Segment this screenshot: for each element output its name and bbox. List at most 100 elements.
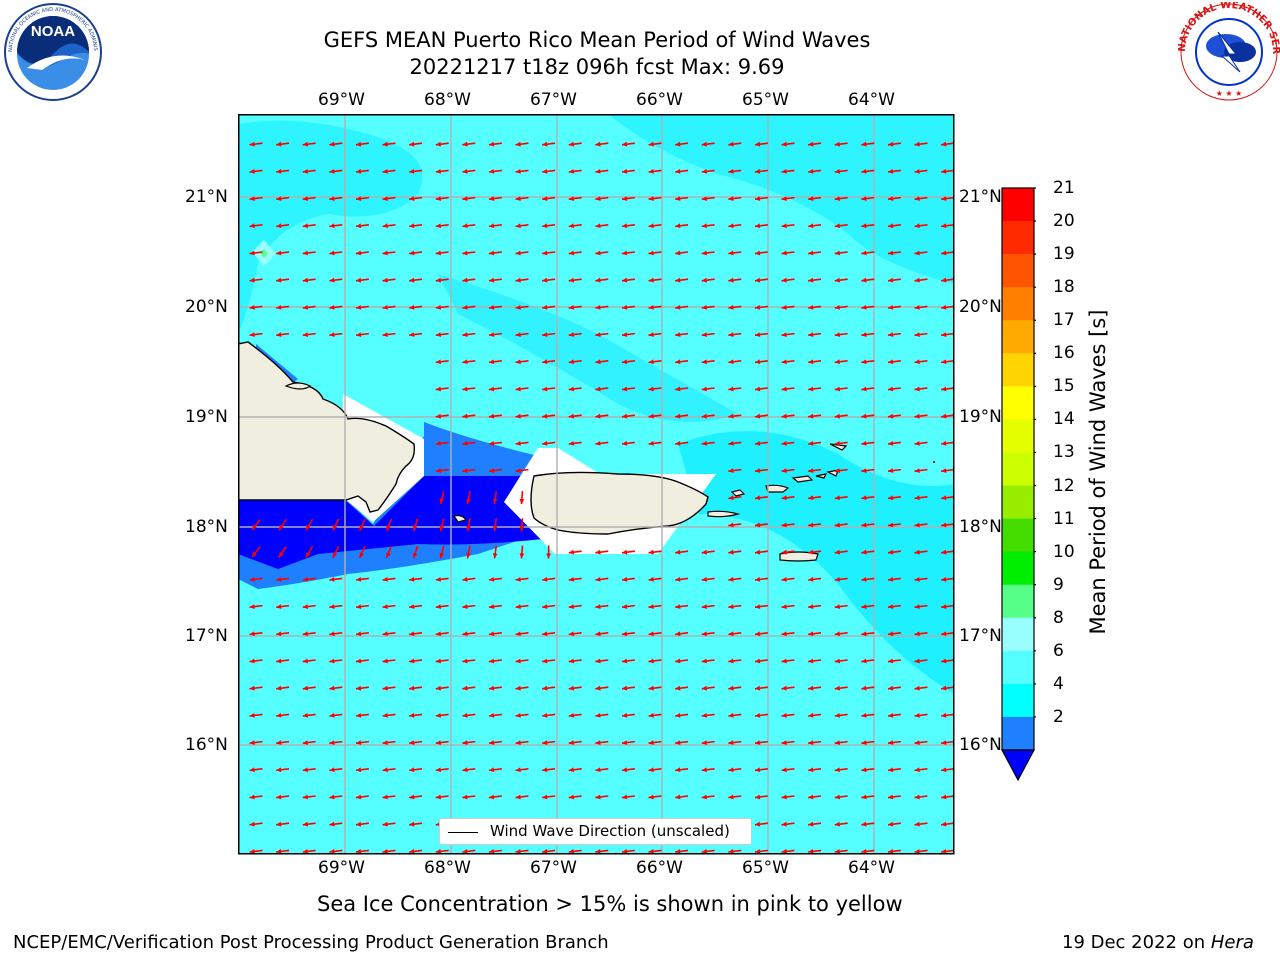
wind-wave-arrow xyxy=(834,631,848,637)
wind-wave-arrow xyxy=(462,305,476,310)
wind-wave-arrow xyxy=(621,685,635,691)
colorbar-level-label: 10 xyxy=(1053,541,1075,562)
wind-wave-arrow xyxy=(701,577,715,582)
map-frame xyxy=(238,114,955,855)
wind-wave-arrow xyxy=(648,277,662,283)
wind-wave-arrow xyxy=(488,849,502,854)
wind-wave-arrow xyxy=(781,277,795,283)
wind-wave-arrow xyxy=(941,169,954,174)
wind-wave-arrow xyxy=(542,441,556,446)
wind-wave-arrow xyxy=(382,169,396,174)
wind-wave-arrow xyxy=(329,305,343,310)
wind-wave-arrow xyxy=(887,740,901,745)
wind-wave-arrow xyxy=(276,740,290,745)
lat-label-right-20n: 20°N xyxy=(959,297,1002,317)
wind-wave-arrow xyxy=(276,604,290,609)
colorbar-swatch xyxy=(1002,320,1034,354)
wind-wave-arrow xyxy=(568,658,582,664)
wind-wave-arrow xyxy=(887,250,901,256)
wind-wave-arrow xyxy=(781,821,795,827)
wind-wave-arrow xyxy=(808,740,822,745)
wind-wave-arrow xyxy=(781,740,795,745)
wind-wave-arrow xyxy=(462,685,476,691)
wind-wave-arrow xyxy=(382,604,396,609)
wind-wave-arrow xyxy=(542,685,556,691)
wind-wave-arrow xyxy=(515,250,529,256)
wind-wave-arrow xyxy=(466,491,471,505)
wind-wave-arrow xyxy=(249,658,263,664)
wind-wave-arrow xyxy=(332,518,340,531)
wind-wave-arrow xyxy=(754,794,768,800)
wind-wave-arrow xyxy=(542,713,556,718)
wind-wave-arrow xyxy=(542,658,556,664)
wind-wave-arrow xyxy=(754,441,768,446)
nws-logo: NATIONAL WEATHER SERVICE ★ ★ ★ xyxy=(1178,2,1280,101)
wind-wave-arrow xyxy=(302,631,316,637)
wind-wave-arrow xyxy=(621,169,635,174)
wind-wave-arrow xyxy=(887,821,901,827)
wind-wave-arrow xyxy=(675,767,689,773)
wind-wave-arrow xyxy=(595,141,609,147)
wind-wave-arrow xyxy=(435,332,449,337)
wind-wave-arrow xyxy=(701,441,715,446)
wind-wave-arrow xyxy=(595,250,609,256)
wind-wave-arrow xyxy=(542,794,556,800)
wind-wave-arrow xyxy=(462,141,476,147)
wind-wave-arrow xyxy=(276,849,290,854)
wind-wave-arrow xyxy=(382,685,396,691)
wind-wave-arrow xyxy=(488,604,502,609)
wind-wave-arrow xyxy=(781,495,795,501)
wind-wave-arrow xyxy=(941,740,954,745)
colorbar-title: Mean Period of Wind Waves [s] xyxy=(1086,309,1110,635)
wind-wave-arrow xyxy=(568,631,582,637)
lon-label-top-66w: 66°W xyxy=(636,90,683,110)
wind-wave-arrow xyxy=(754,522,768,528)
wind-wave-arrow xyxy=(488,794,502,800)
wind-wave-arrow xyxy=(435,305,449,310)
wind-wave-arrow xyxy=(621,740,635,745)
wind-wave-arrow xyxy=(648,169,662,174)
wind-wave-arrow xyxy=(701,196,715,201)
wind-wave-arrow xyxy=(621,631,635,637)
wind-wave-arrow xyxy=(914,468,928,473)
wind-wave-arrow xyxy=(515,196,529,201)
wind-wave-arrow xyxy=(701,169,715,174)
culebra-island xyxy=(730,489,746,497)
colorbar-level-label: 20 xyxy=(1053,211,1075,232)
wind-wave-arrow xyxy=(621,577,635,582)
wind-wave-arrow xyxy=(675,223,689,229)
colorbar-level-label: 21 xyxy=(1053,178,1075,198)
wind-wave-arrow xyxy=(648,305,662,310)
wind-wave-arrow xyxy=(621,196,635,201)
wind-wave-arrow xyxy=(728,250,742,256)
chart-subtitle: 20221217 t18z 096h fcst Max: 9.69 xyxy=(409,55,785,79)
wind-wave-arrow xyxy=(941,522,954,528)
wind-wave-arrow xyxy=(515,223,529,229)
wind-wave-arrow xyxy=(488,305,502,310)
colorbar-level-label: 15 xyxy=(1053,376,1075,397)
wind-wave-arrow xyxy=(808,468,822,473)
wind-wave-arrow xyxy=(808,549,822,555)
wind-wave-arrow xyxy=(887,468,901,473)
wind-wave-arrow xyxy=(302,794,316,800)
wind-wave-arrow xyxy=(675,386,689,392)
wind-wave-arrow xyxy=(249,767,263,773)
wind-wave-arrow xyxy=(941,495,954,501)
wind-wave-arrow xyxy=(914,849,928,854)
wind-wave-arrow xyxy=(409,821,423,827)
wind-wave-arrow xyxy=(914,549,928,555)
wind-wave-arrow xyxy=(435,794,449,800)
wind-wave-arrow xyxy=(861,522,875,528)
puerto-rico-land xyxy=(530,471,709,535)
wind-wave-arrow xyxy=(675,413,689,419)
wind-wave-arrow xyxy=(595,794,609,800)
wind-wave-arrow xyxy=(701,413,715,419)
wind-wave-arrow xyxy=(834,767,848,773)
wind-wave-arrow xyxy=(515,468,529,473)
wind-wave-arrow xyxy=(754,849,768,854)
wind-wave-arrow xyxy=(675,604,689,609)
wind-wave-arrow xyxy=(754,141,768,147)
wind-wave-arrow xyxy=(754,821,768,827)
wind-wave-arrow xyxy=(728,849,742,854)
wind-wave-arrow xyxy=(249,740,263,745)
